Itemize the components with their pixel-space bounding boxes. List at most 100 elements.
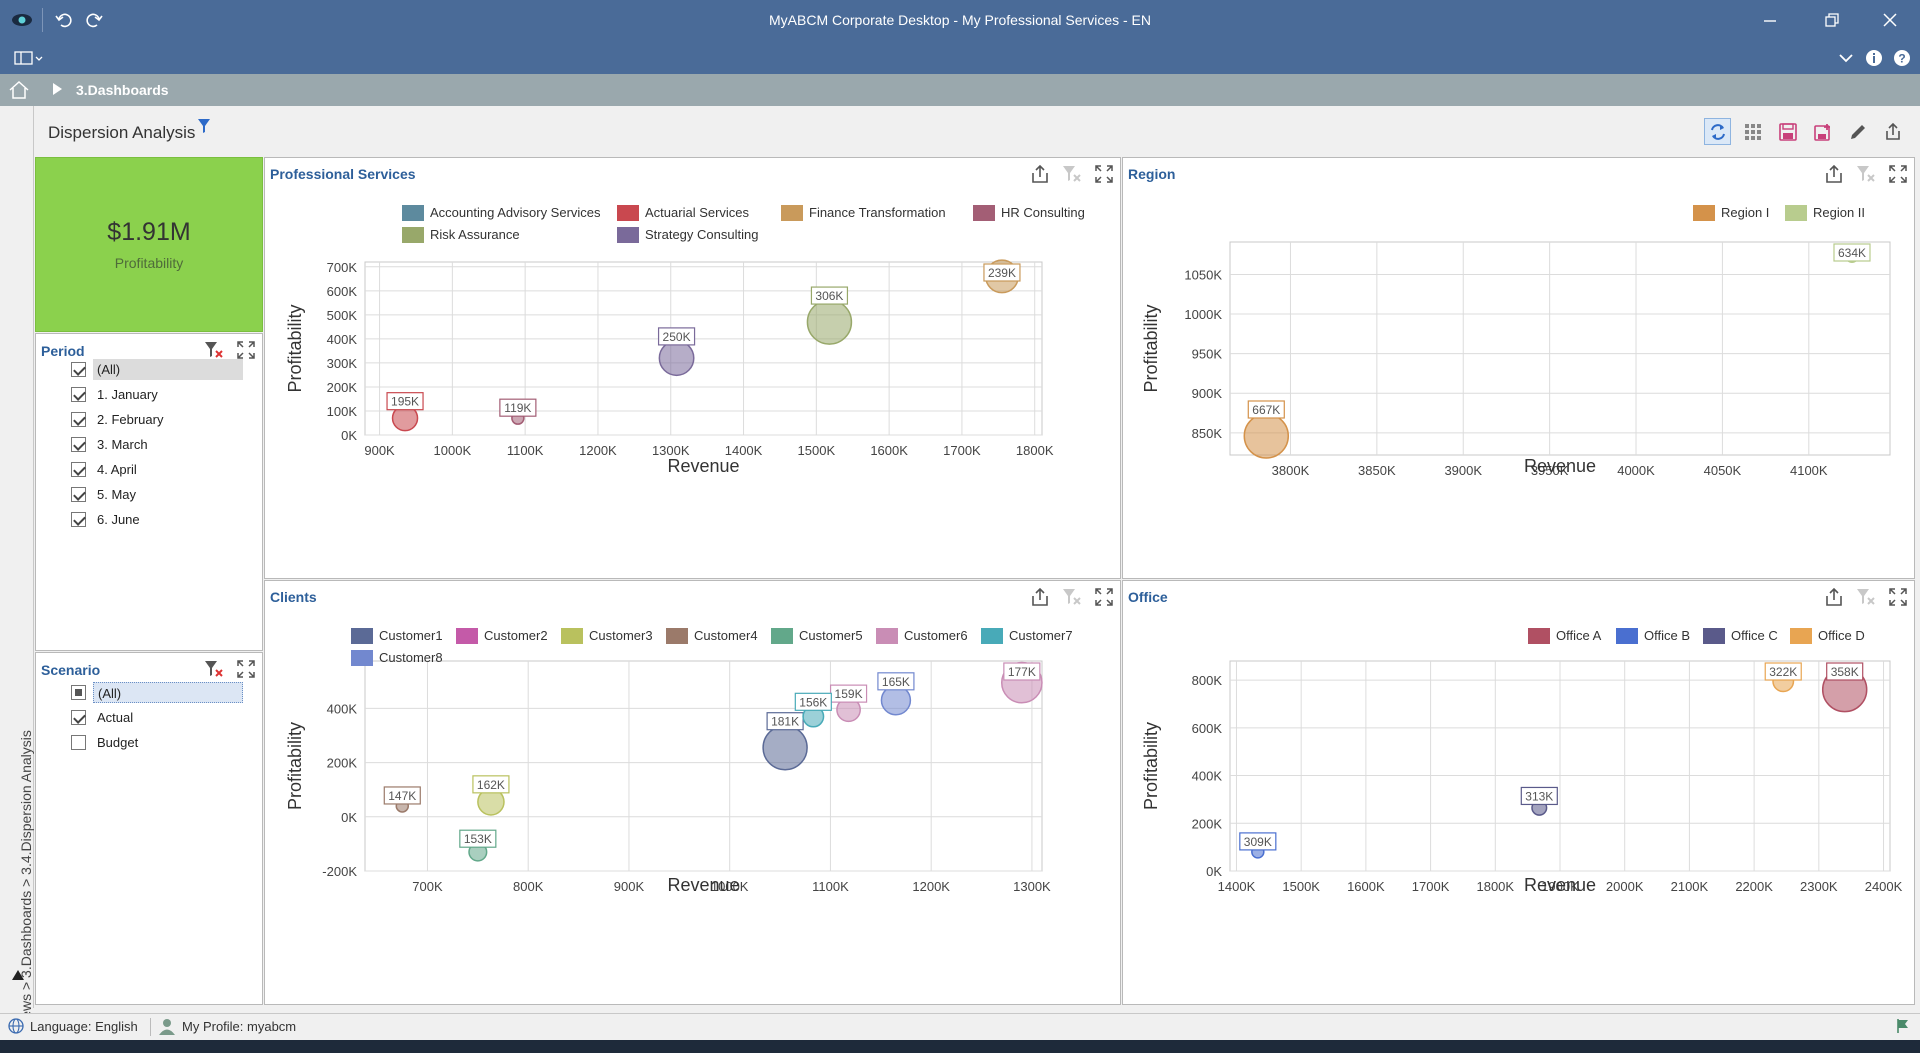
filter-icon[interactable] [197, 118, 211, 139]
kpi-value: $1.91M [107, 218, 191, 246]
undo-icon[interactable] [50, 6, 78, 34]
maximize-icon[interactable] [1888, 164, 1908, 184]
maximize-icon[interactable] [1094, 164, 1114, 184]
x-tick-label: 1500K [798, 443, 836, 458]
period-checkbox[interactable] [71, 462, 86, 477]
period-checkbox[interactable] [71, 487, 86, 502]
scenario-filter-item[interactable]: Budget [71, 730, 271, 755]
period-filter-item[interactable]: 6. June [71, 507, 271, 532]
data-label: 358K [1831, 665, 1859, 679]
scenario-filter-item[interactable]: (All) [71, 680, 271, 705]
minimize-icon[interactable] [1756, 6, 1784, 34]
period-filter-item[interactable]: 5. May [71, 482, 271, 507]
maximize-icon[interactable] [236, 659, 256, 679]
period-checkbox[interactable] [71, 387, 86, 402]
x-tick-label: 1000K [711, 879, 749, 894]
period-filter-item[interactable]: 4. April [71, 457, 271, 482]
data-point-bubble[interactable] [658, 340, 695, 377]
grid-layout-icon[interactable] [1739, 118, 1766, 145]
x-tick-label: 2000K [1606, 879, 1644, 894]
period-checkbox[interactable] [71, 362, 86, 377]
data-label-box [1247, 400, 1285, 419]
expand-arrow-icon[interactable] [53, 83, 62, 95]
data-point-bubble[interactable] [1243, 413, 1290, 459]
user-icon [158, 1018, 176, 1038]
period-item-label: (All) [93, 359, 243, 380]
maximize-icon[interactable] [236, 340, 256, 360]
y-tick-label: 400K [1192, 769, 1223, 784]
export-icon[interactable] [1879, 118, 1906, 145]
close-icon[interactable] [1876, 6, 1904, 34]
export-icon[interactable] [1030, 587, 1050, 607]
maximize-icon[interactable] [1888, 587, 1908, 607]
data-label-box [794, 692, 832, 711]
refresh-icon[interactable] [1704, 118, 1731, 145]
legend-label: Office B [1644, 628, 1691, 643]
edit-pencil-icon[interactable] [1844, 118, 1871, 145]
collapse-up-icon[interactable] [12, 970, 24, 980]
period-filter-item[interactable]: 3. March [71, 432, 271, 457]
help-icon[interactable]: ? [1888, 44, 1916, 72]
period-filter-item[interactable]: 1. January [71, 382, 271, 407]
plot-area [364, 261, 1043, 436]
profitability-kpi-card[interactable]: $1.91M Profitability [35, 157, 263, 332]
globe-icon [8, 1018, 24, 1037]
clear-filter-icon[interactable] [204, 340, 224, 360]
clear-filter-icon[interactable] [1062, 164, 1082, 184]
legend-label: Customer6 [904, 628, 968, 643]
legend-swatch [1790, 628, 1812, 644]
y-tick-label: -200K [322, 864, 357, 879]
language-status[interactable]: Language: English [30, 1019, 138, 1034]
home-icon[interactable] [8, 80, 30, 100]
data-label: 147K [388, 789, 416, 803]
restore-icon[interactable] [1818, 6, 1846, 34]
scenario-filter-item[interactable]: Actual [71, 705, 271, 730]
period-checkbox[interactable] [71, 437, 86, 452]
export-icon[interactable] [1030, 164, 1050, 184]
export-icon[interactable] [1824, 164, 1844, 184]
panel-toggle-icon[interactable] [12, 44, 48, 72]
scenario-checkbox[interactable] [71, 735, 86, 750]
legend-swatch [781, 205, 803, 221]
data-point-bubble[interactable] [762, 724, 808, 771]
period-checkbox[interactable] [71, 512, 86, 527]
legend-swatch [1528, 628, 1550, 644]
breadcrumb-dashboards[interactable]: 3.Dashboards [76, 82, 169, 98]
side-path-label[interactable]: Views > 3.Dashboards > 3.4.Dispersion An… [18, 730, 34, 1031]
dashboard-title: Dispersion Analysis [48, 123, 196, 142]
flag-icon[interactable] [1896, 1018, 1910, 1037]
x-tick-label: 700K [412, 879, 443, 894]
clients-chart-panel: 700K 800K 900K 1000K 1100K 1200K 1300K -200K 0K 2… [264, 580, 1121, 1005]
save-as-icon[interactable] [1809, 118, 1836, 145]
period-filter-item[interactable]: (All) [71, 357, 271, 382]
divider [150, 1018, 151, 1036]
chart-panel-tools [1030, 164, 1114, 184]
data-point-bubble[interactable] [806, 299, 853, 345]
export-icon[interactable] [1824, 587, 1844, 607]
scenario-list: (All) Actual Budget [71, 680, 271, 755]
y-tick-label: 600K [327, 284, 358, 299]
clear-filter-icon[interactable] [1062, 587, 1082, 607]
scenario-checkbox[interactable] [71, 685, 86, 700]
profile-status[interactable]: My Profile: myabcm [182, 1019, 297, 1034]
x-tick-label: 1200K [579, 443, 617, 458]
y-axis-label: Profitability [1141, 722, 1161, 810]
chart-title: Clients [270, 589, 317, 605]
scenario-checkbox[interactable] [71, 710, 86, 725]
period-checkbox[interactable] [71, 412, 86, 427]
data-label-box [1520, 786, 1558, 806]
chart-panel-tools [1824, 164, 1908, 184]
info-icon[interactable] [1860, 44, 1888, 72]
data-label: 162K [477, 778, 505, 792]
redo-icon[interactable] [80, 6, 108, 34]
save-icon[interactable] [1774, 118, 1801, 145]
clear-filter-icon[interactable] [1856, 164, 1876, 184]
clear-filter-icon[interactable] [1856, 587, 1876, 607]
chevron-down-icon[interactable] [1832, 44, 1860, 72]
maximize-icon[interactable] [1094, 587, 1114, 607]
x-axis-label: Revenue [1524, 875, 1596, 895]
period-item-label: 1. January [97, 387, 158, 402]
y-tick-label: 0K [341, 428, 357, 443]
clear-filter-icon[interactable] [204, 659, 224, 679]
period-filter-item[interactable]: 2. February [71, 407, 271, 432]
